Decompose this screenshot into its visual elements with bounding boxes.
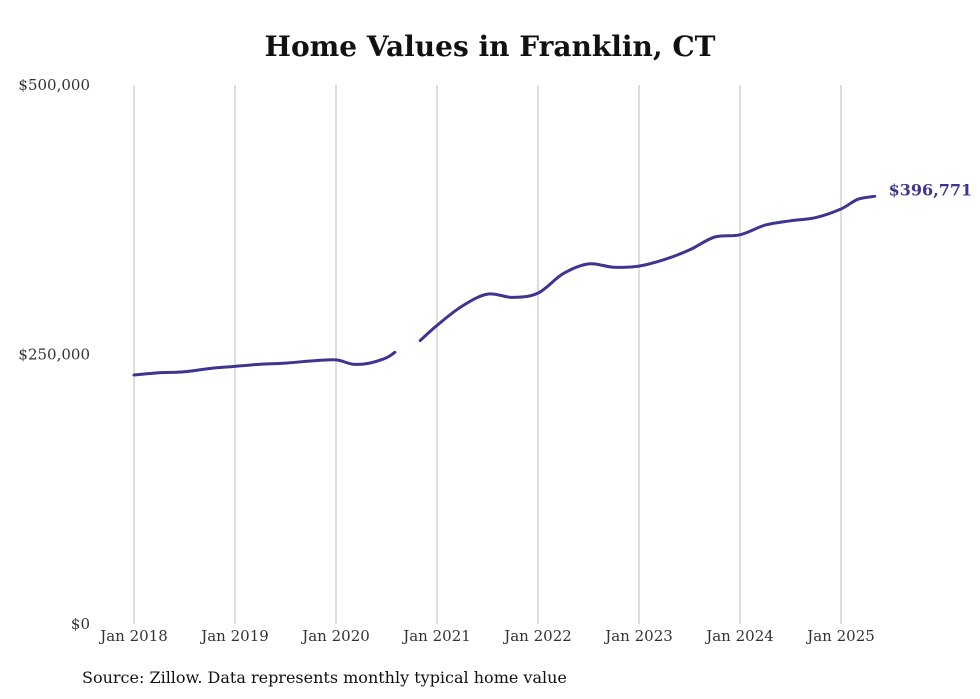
x-tick-label: Jan 2023 xyxy=(603,627,673,645)
x-tick-label: Jan 2022 xyxy=(502,627,572,645)
chart-title: Home Values in Franklin, CT xyxy=(264,30,716,63)
x-tick-label: Jan 2020 xyxy=(300,627,370,645)
y-tick-label: $500,000 xyxy=(18,76,90,94)
x-tick-label: Jan 2018 xyxy=(98,627,168,645)
series-line-segment-0 xyxy=(132,350,397,377)
y-tick-label: $250,000 xyxy=(18,346,90,364)
series-line-segment-1 xyxy=(418,194,877,342)
x-tick-label: Jan 2019 xyxy=(199,627,269,645)
x-tick-label: Jan 2021 xyxy=(401,627,471,645)
x-tick-label: Jan 2024 xyxy=(704,627,774,645)
source-note: Source: Zillow. Data represents monthly … xyxy=(82,668,567,687)
end-value-label: $396,771 xyxy=(889,180,973,199)
y-tick-label: $0 xyxy=(71,615,90,633)
x-tick-label: Jan 2025 xyxy=(805,627,875,645)
